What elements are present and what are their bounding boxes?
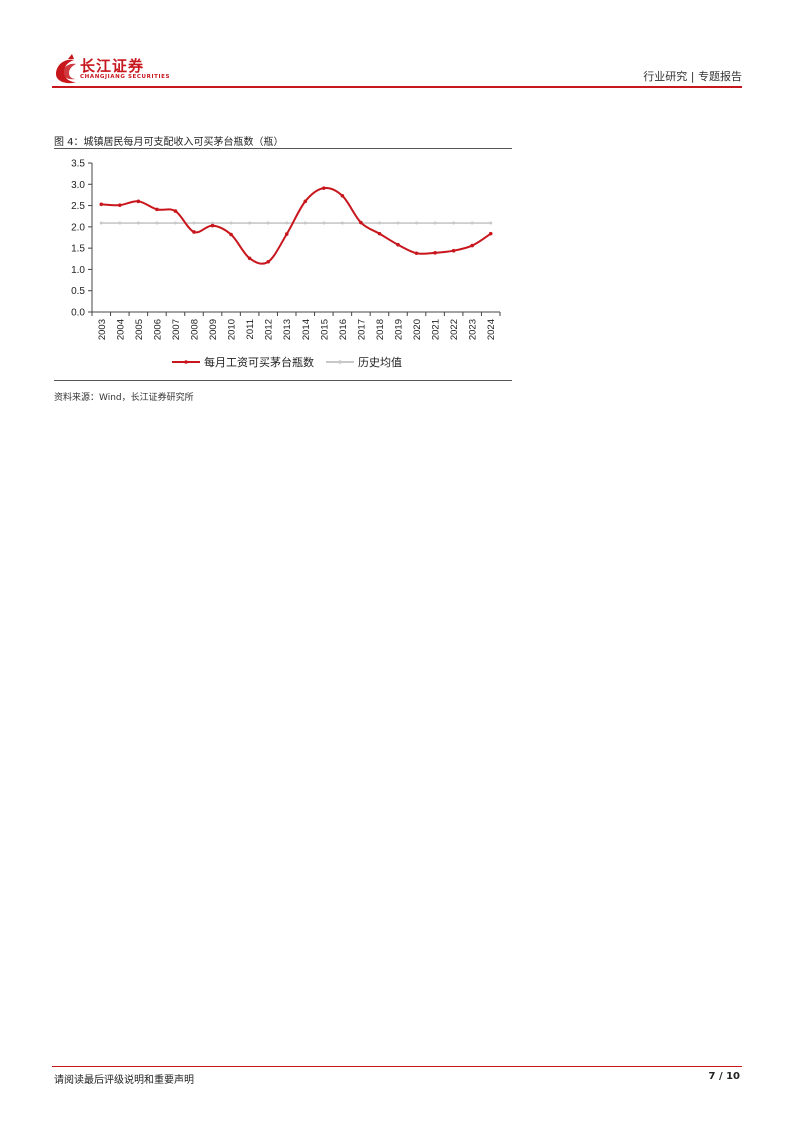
data-point-bottles (470, 243, 474, 248)
data-point-average (173, 221, 177, 225)
x-tick-label: 2023 (468, 319, 479, 340)
data-point-bottles (284, 232, 289, 236)
x-tick-label: 2010 (227, 319, 238, 340)
y-tick-label: 0.5 (71, 286, 85, 297)
y-tick-label: 0.0 (71, 308, 85, 319)
x-tick-label: 2016 (338, 319, 349, 340)
data-point-average (285, 221, 289, 225)
figure-source: 资料来源：Wind，长江证券研究所 (54, 393, 194, 403)
data-point-bottles (322, 186, 326, 190)
data-point-bottles (303, 199, 308, 204)
y-tick-label: 1.0 (71, 265, 85, 276)
data-point-average (229, 221, 233, 225)
x-tick-label: 2005 (134, 319, 145, 340)
data-point-bottles (359, 220, 363, 225)
footer-divider (52, 1066, 742, 1067)
data-point-bottles (266, 259, 270, 264)
legend-label: 历史均值 (358, 356, 402, 369)
x-tick-label: 2018 (375, 319, 386, 340)
x-tick-label: 2012 (264, 319, 275, 340)
data-point-bottles (136, 199, 141, 204)
data-point-average (136, 221, 140, 225)
data-point-average (248, 221, 252, 225)
data-point-bottles (99, 202, 104, 207)
legend-marker (338, 360, 342, 364)
figure-top-rule (54, 148, 512, 149)
legend-marker (184, 360, 188, 364)
data-point-average (192, 221, 196, 225)
data-point-bottles (396, 242, 400, 247)
data-point-average (433, 221, 437, 225)
data-point-average (340, 221, 344, 225)
data-point-average (266, 221, 270, 225)
data-point-average (470, 221, 474, 225)
data-point-average (377, 221, 381, 225)
data-point-bottles (247, 256, 252, 261)
series-line-bottles (101, 186, 492, 265)
data-point-average (452, 221, 456, 225)
data-point-average (118, 221, 122, 225)
data-point-average (415, 221, 419, 225)
data-point-bottles (340, 193, 345, 198)
legend-label: 每月工资可买茅台瓶数 (204, 355, 314, 369)
x-tick-label: 2009 (208, 319, 219, 340)
line-chart: 0.0 0.5 1.0 1.5 2.0 2.5 3.0 3.5 2003 2004 2005 2006… (71, 159, 501, 369)
x-tick-label: 2013 (282, 319, 293, 340)
y-tick-label: 3.0 (71, 180, 85, 191)
data-point-bottles (155, 207, 159, 212)
data-point-bottles (118, 203, 122, 207)
data-point-average (155, 221, 159, 225)
data-point-bottles (229, 232, 233, 237)
data-point-average (99, 221, 103, 225)
brand-logo-icon (56, 54, 76, 84)
x-tick-label: 2015 (319, 319, 330, 340)
data-point-average (396, 221, 400, 225)
data-point-bottles (488, 231, 493, 236)
x-tick-label: 2004 (115, 319, 126, 340)
x-tick-label: 2024 (486, 319, 497, 340)
data-point-average (489, 221, 493, 225)
data-point-bottles (451, 248, 456, 253)
x-tick-label: 2011 (245, 319, 256, 339)
brand-name-en: CHANGJIANG SECURITIES (80, 74, 171, 80)
figure-bottom-rule (54, 380, 512, 381)
data-point-average (322, 221, 326, 225)
data-point-bottles (173, 209, 178, 213)
y-tick-label: 2.0 (71, 222, 85, 233)
x-tick-label: 2022 (449, 319, 460, 340)
x-tick-label: 2017 (356, 319, 367, 340)
page-number: 7 / 10 (708, 1071, 741, 1082)
data-point-bottles (210, 223, 215, 228)
x-tick-label: 2014 (301, 319, 312, 340)
disclaimer-text: 请阅读最后评级说明和重要声明 (54, 1075, 194, 1086)
x-tick-label: 2008 (190, 319, 201, 340)
data-point-bottles (414, 251, 419, 256)
report-section: 行业研究 | 专题报告 (643, 70, 742, 83)
x-tick-label: 2003 (97, 319, 108, 340)
figure-title: 图 4：城镇居民每月可支配收入可买茅台瓶数（瓶） (54, 137, 284, 148)
x-tick-label: 2006 (152, 319, 163, 340)
y-tick-label: 2.5 (71, 201, 85, 212)
y-tick-label: 1.5 (71, 244, 85, 255)
x-tick-label: 2007 (171, 319, 182, 340)
x-tick-label: 2019 (394, 319, 405, 340)
data-point-bottles (377, 231, 382, 236)
x-tick-label: 2020 (412, 319, 423, 340)
y-tick-label: 3.5 (71, 159, 85, 170)
data-point-average (211, 221, 215, 225)
data-point-bottles (192, 230, 196, 234)
data-point-average (303, 221, 307, 225)
header-divider (52, 86, 742, 88)
x-tick-label: 2021 (431, 319, 442, 340)
data-point-bottles (433, 251, 437, 255)
brand-name: 长江证券 (80, 57, 145, 75)
